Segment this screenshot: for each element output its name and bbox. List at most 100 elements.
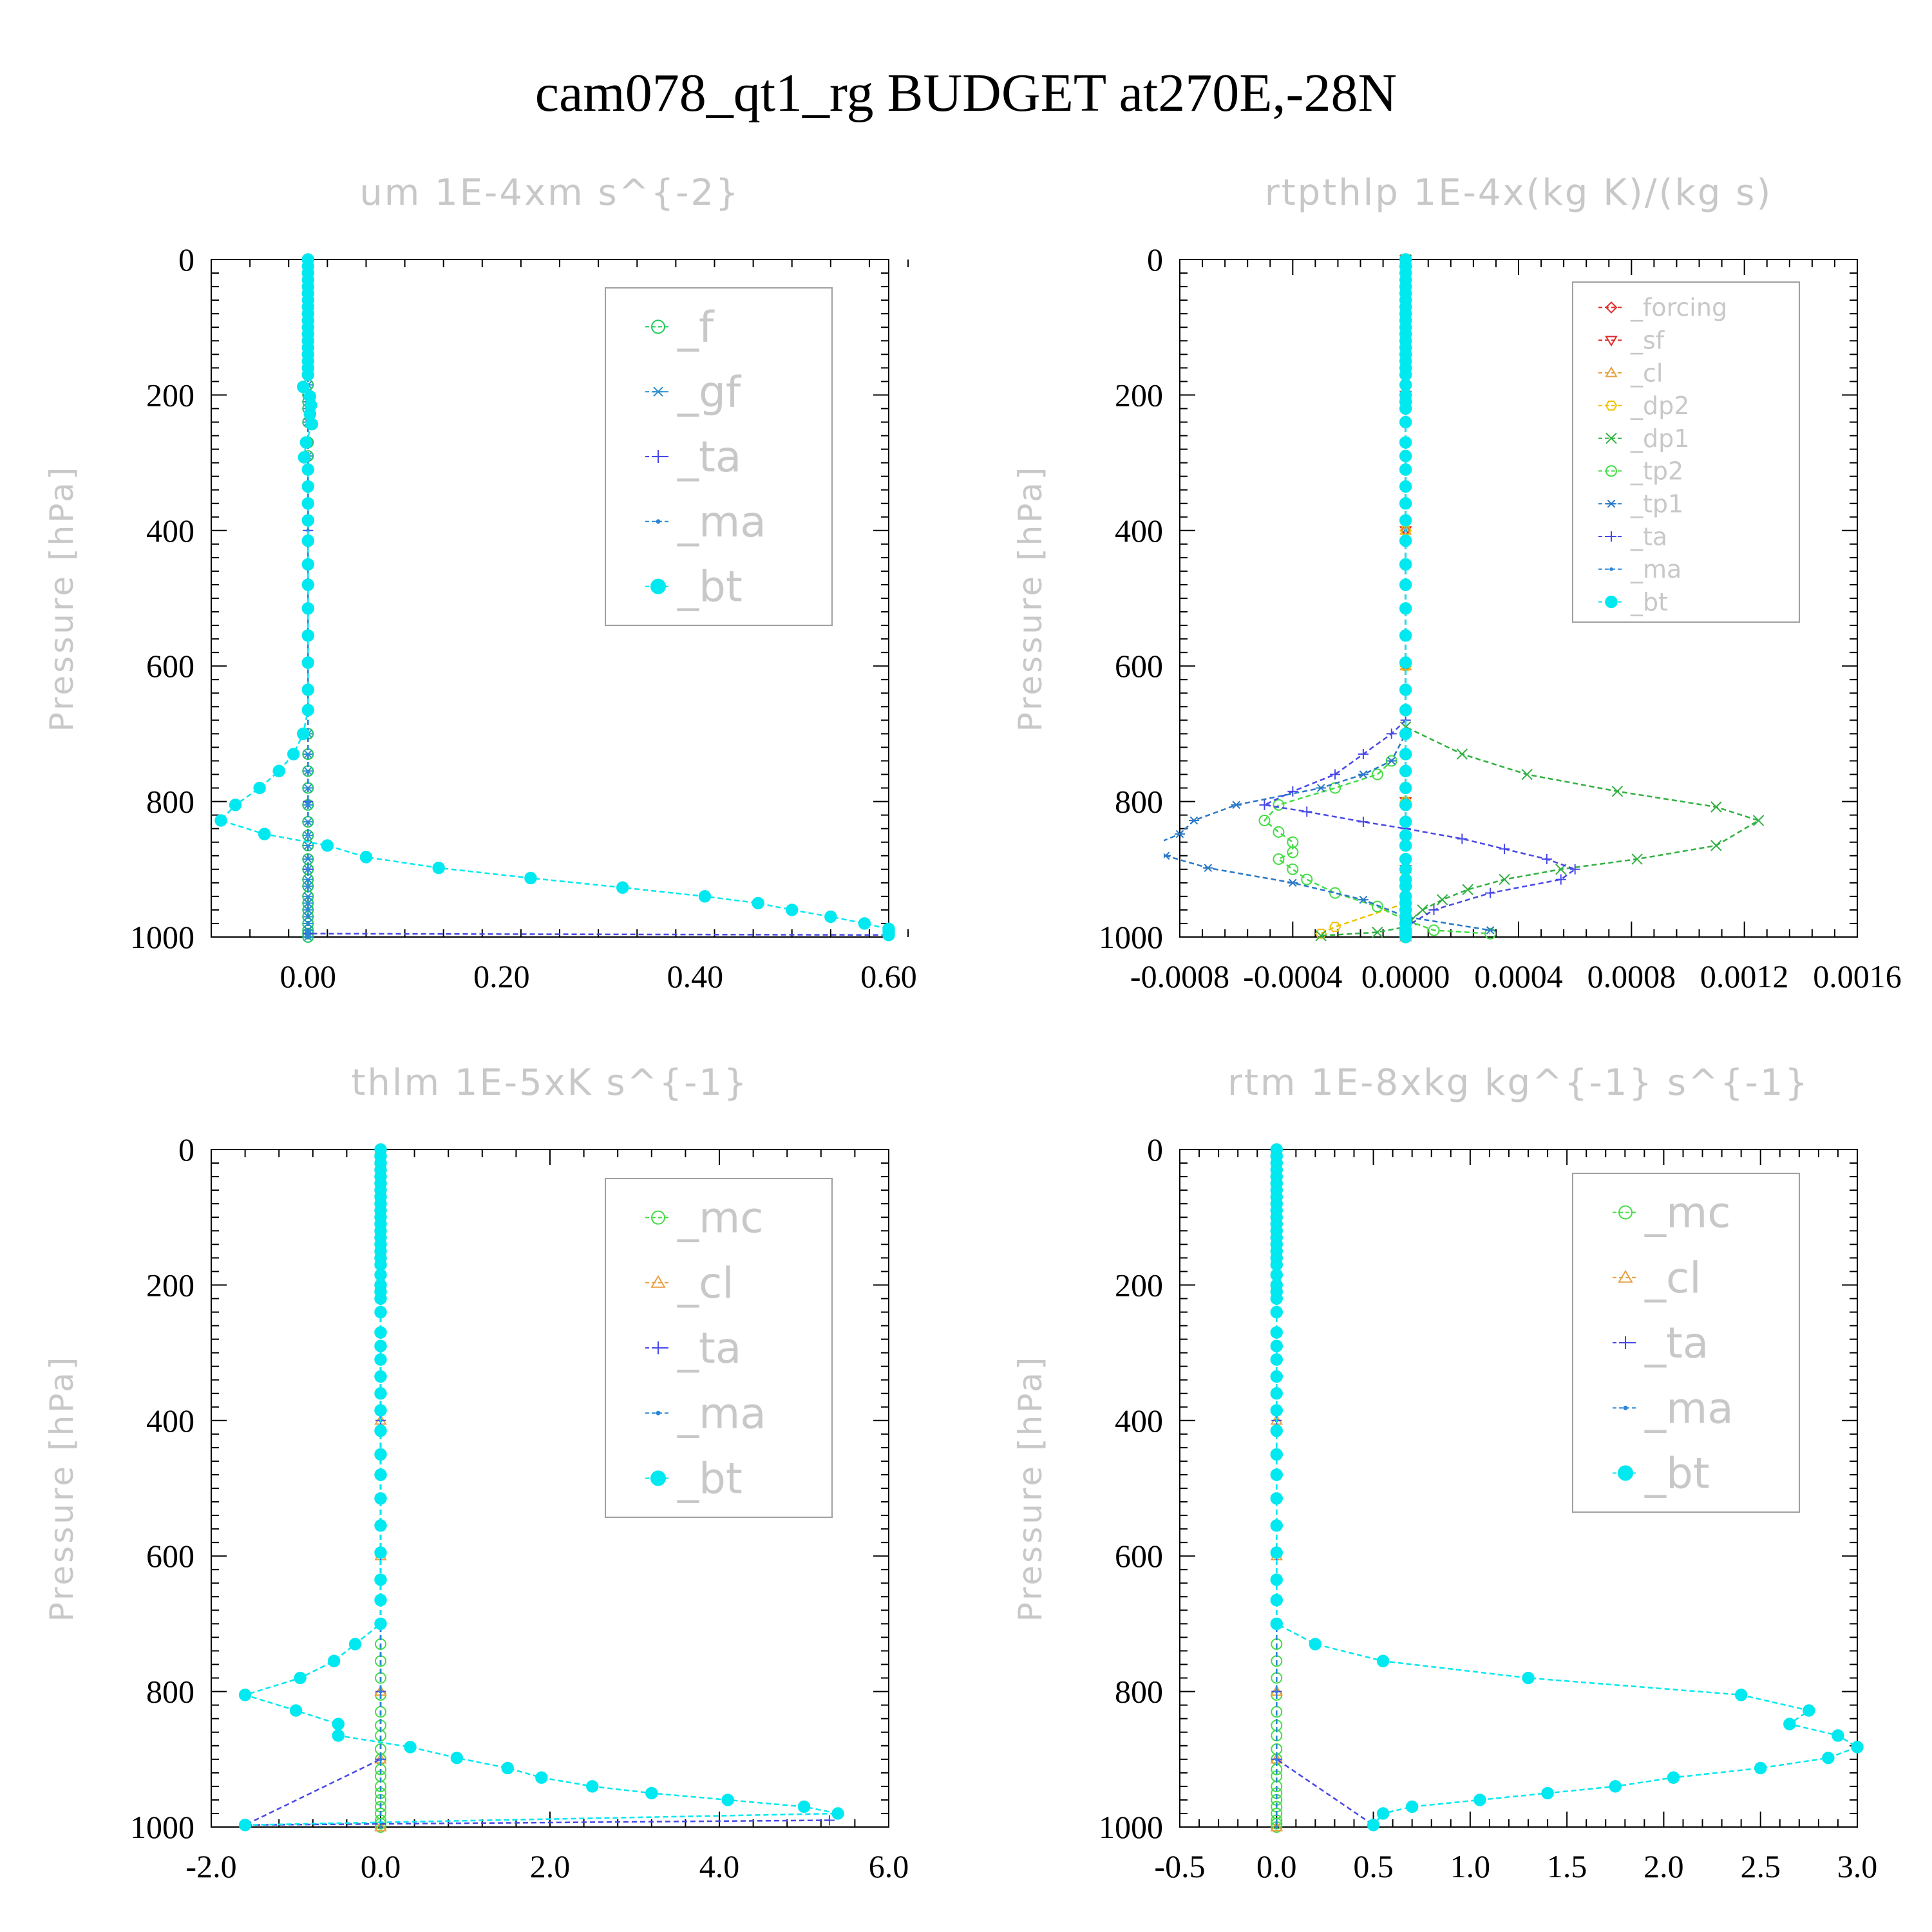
y-tick-label: 1000	[130, 1809, 194, 1845]
series-marker-bt	[616, 881, 629, 894]
x-tick-label: 1.0	[1450, 1848, 1491, 1884]
series-marker-tp1	[1175, 829, 1185, 838]
series-marker-bt	[332, 1729, 345, 1742]
series-marker-bt	[1309, 1638, 1322, 1651]
y-tick-label: 600	[146, 1538, 194, 1574]
legend-label: _ma	[677, 1388, 766, 1438]
series-marker-bt	[348, 1638, 362, 1651]
panel-title: thlm 1E-5xK s^{-1}	[351, 1062, 748, 1104]
series-marker-bt	[253, 781, 266, 795]
series-marker-dp1	[1315, 930, 1327, 942]
series-marker-bt	[374, 1326, 387, 1339]
series-marker-tp1	[1287, 878, 1298, 887]
series-marker-bt	[301, 514, 314, 527]
series-marker-dp1	[1521, 768, 1533, 781]
x-tick-label: 0.0	[361, 1848, 401, 1884]
series-marker-ta	[1386, 728, 1397, 739]
series-marker-ta	[1485, 887, 1496, 898]
x-tick-label: 0.0000	[1361, 958, 1450, 994]
y-tick-label: 0	[178, 242, 194, 278]
series-marker-ta	[1330, 769, 1341, 780]
legend-marker	[652, 386, 665, 397]
series-marker-gf	[303, 855, 314, 864]
series-marker-bt	[298, 451, 310, 464]
legend-marker	[650, 578, 666, 594]
series-marker-bt	[1667, 1771, 1680, 1784]
series-marker-bt	[1399, 415, 1412, 429]
series-marker-bt	[831, 1807, 844, 1820]
legend-marker	[651, 1210, 665, 1225]
series-marker-tp1	[1146, 842, 1157, 849]
y-tick-label: 400	[146, 1403, 194, 1439]
legend-marker	[1605, 301, 1618, 314]
series-marker-cl	[1270, 1821, 1283, 1832]
series-marker-bt	[1399, 656, 1412, 669]
series-marker-tp2	[1428, 924, 1440, 936]
series-marker-tp2	[1371, 768, 1383, 781]
series-marker-ma	[1274, 1825, 1279, 1829]
y-axis-label: Pressure [hPa]	[1012, 1355, 1049, 1622]
series-marker-bt	[374, 1573, 387, 1586]
series-marker-bt	[535, 1771, 548, 1784]
legend-marker	[1605, 401, 1618, 411]
series-marker-bt	[374, 1353, 387, 1366]
x-tick-label: 0.0012	[1700, 958, 1789, 994]
series-marker-bt	[1405, 1800, 1419, 1814]
legend-label: _forcing	[1630, 294, 1727, 322]
series-marker-bt	[1376, 1807, 1390, 1820]
legend-label: _cl	[1630, 359, 1663, 387]
legend-marker	[656, 1410, 661, 1416]
legend-marker	[1605, 465, 1617, 477]
series-marker-dp1	[1710, 801, 1722, 813]
series-marker-tp1	[1358, 770, 1368, 779]
series-marker-bt	[752, 896, 764, 910]
series-marker-bt	[238, 1819, 252, 1832]
series-marker-dp1	[1710, 840, 1722, 851]
legend-marker	[1619, 1336, 1632, 1349]
series-marker-bt	[1473, 1794, 1486, 1806]
series-marker-bt	[882, 929, 895, 942]
series-marker-bt	[1270, 1292, 1283, 1305]
series-marker-bt	[1399, 764, 1412, 777]
series-marker-bt	[1399, 497, 1412, 510]
series-marker-tp1	[1202, 864, 1213, 873]
series-marker-bt	[1399, 799, 1412, 811]
y-axis-label: Pressure [hPa]	[1012, 465, 1049, 732]
series-marker-tp2	[1273, 799, 1285, 811]
legend-label: _bt	[1644, 1449, 1710, 1499]
series-marker-gf	[303, 841, 314, 850]
series-marker-dp1	[1462, 884, 1473, 896]
series-marker-bt	[214, 814, 227, 827]
legend-marker	[1605, 336, 1618, 347]
series-marker-dp1	[1611, 786, 1624, 797]
series-marker-bt	[1270, 1546, 1283, 1559]
y-tick-label: 800	[146, 784, 194, 820]
series-marker-bt	[1270, 1305, 1283, 1319]
series-marker-sf	[1399, 526, 1412, 537]
series-marker-ma	[379, 1825, 383, 1829]
series-marker-bt	[1832, 1729, 1844, 1742]
legend: _f _gf _ta _ma _bt	[605, 287, 833, 626]
series-marker-bt	[374, 1593, 387, 1607]
panel-title: um 1E-4xm s^{-2}	[359, 172, 740, 214]
legend-label: _ta	[677, 1323, 741, 1373]
series-marker-cl	[374, 1821, 387, 1832]
series-marker-ta	[1541, 854, 1552, 865]
series-marker-bt	[1270, 1468, 1283, 1481]
x-tick-label: 3.0	[1837, 1848, 1878, 1884]
y-tick-label: 400	[1115, 513, 1163, 549]
series-marker-bt	[721, 1794, 734, 1806]
legend-label: _bt	[1630, 588, 1668, 616]
series-marker-bt	[332, 1718, 345, 1730]
series-marker-bt	[1270, 1387, 1283, 1400]
legend-marker	[1609, 567, 1613, 571]
series-marker-bt	[374, 1424, 387, 1437]
legend-label: _gf	[677, 367, 742, 417]
series-marker-bt	[1376, 1654, 1390, 1667]
series-group	[1146, 253, 1765, 943]
legend-label: _ta	[1644, 1318, 1709, 1368]
series-marker-bt	[374, 1492, 387, 1505]
series-marker-bt	[299, 436, 312, 449]
series-marker-bt	[1803, 1704, 1815, 1717]
series-marker-dp1	[1499, 873, 1510, 886]
